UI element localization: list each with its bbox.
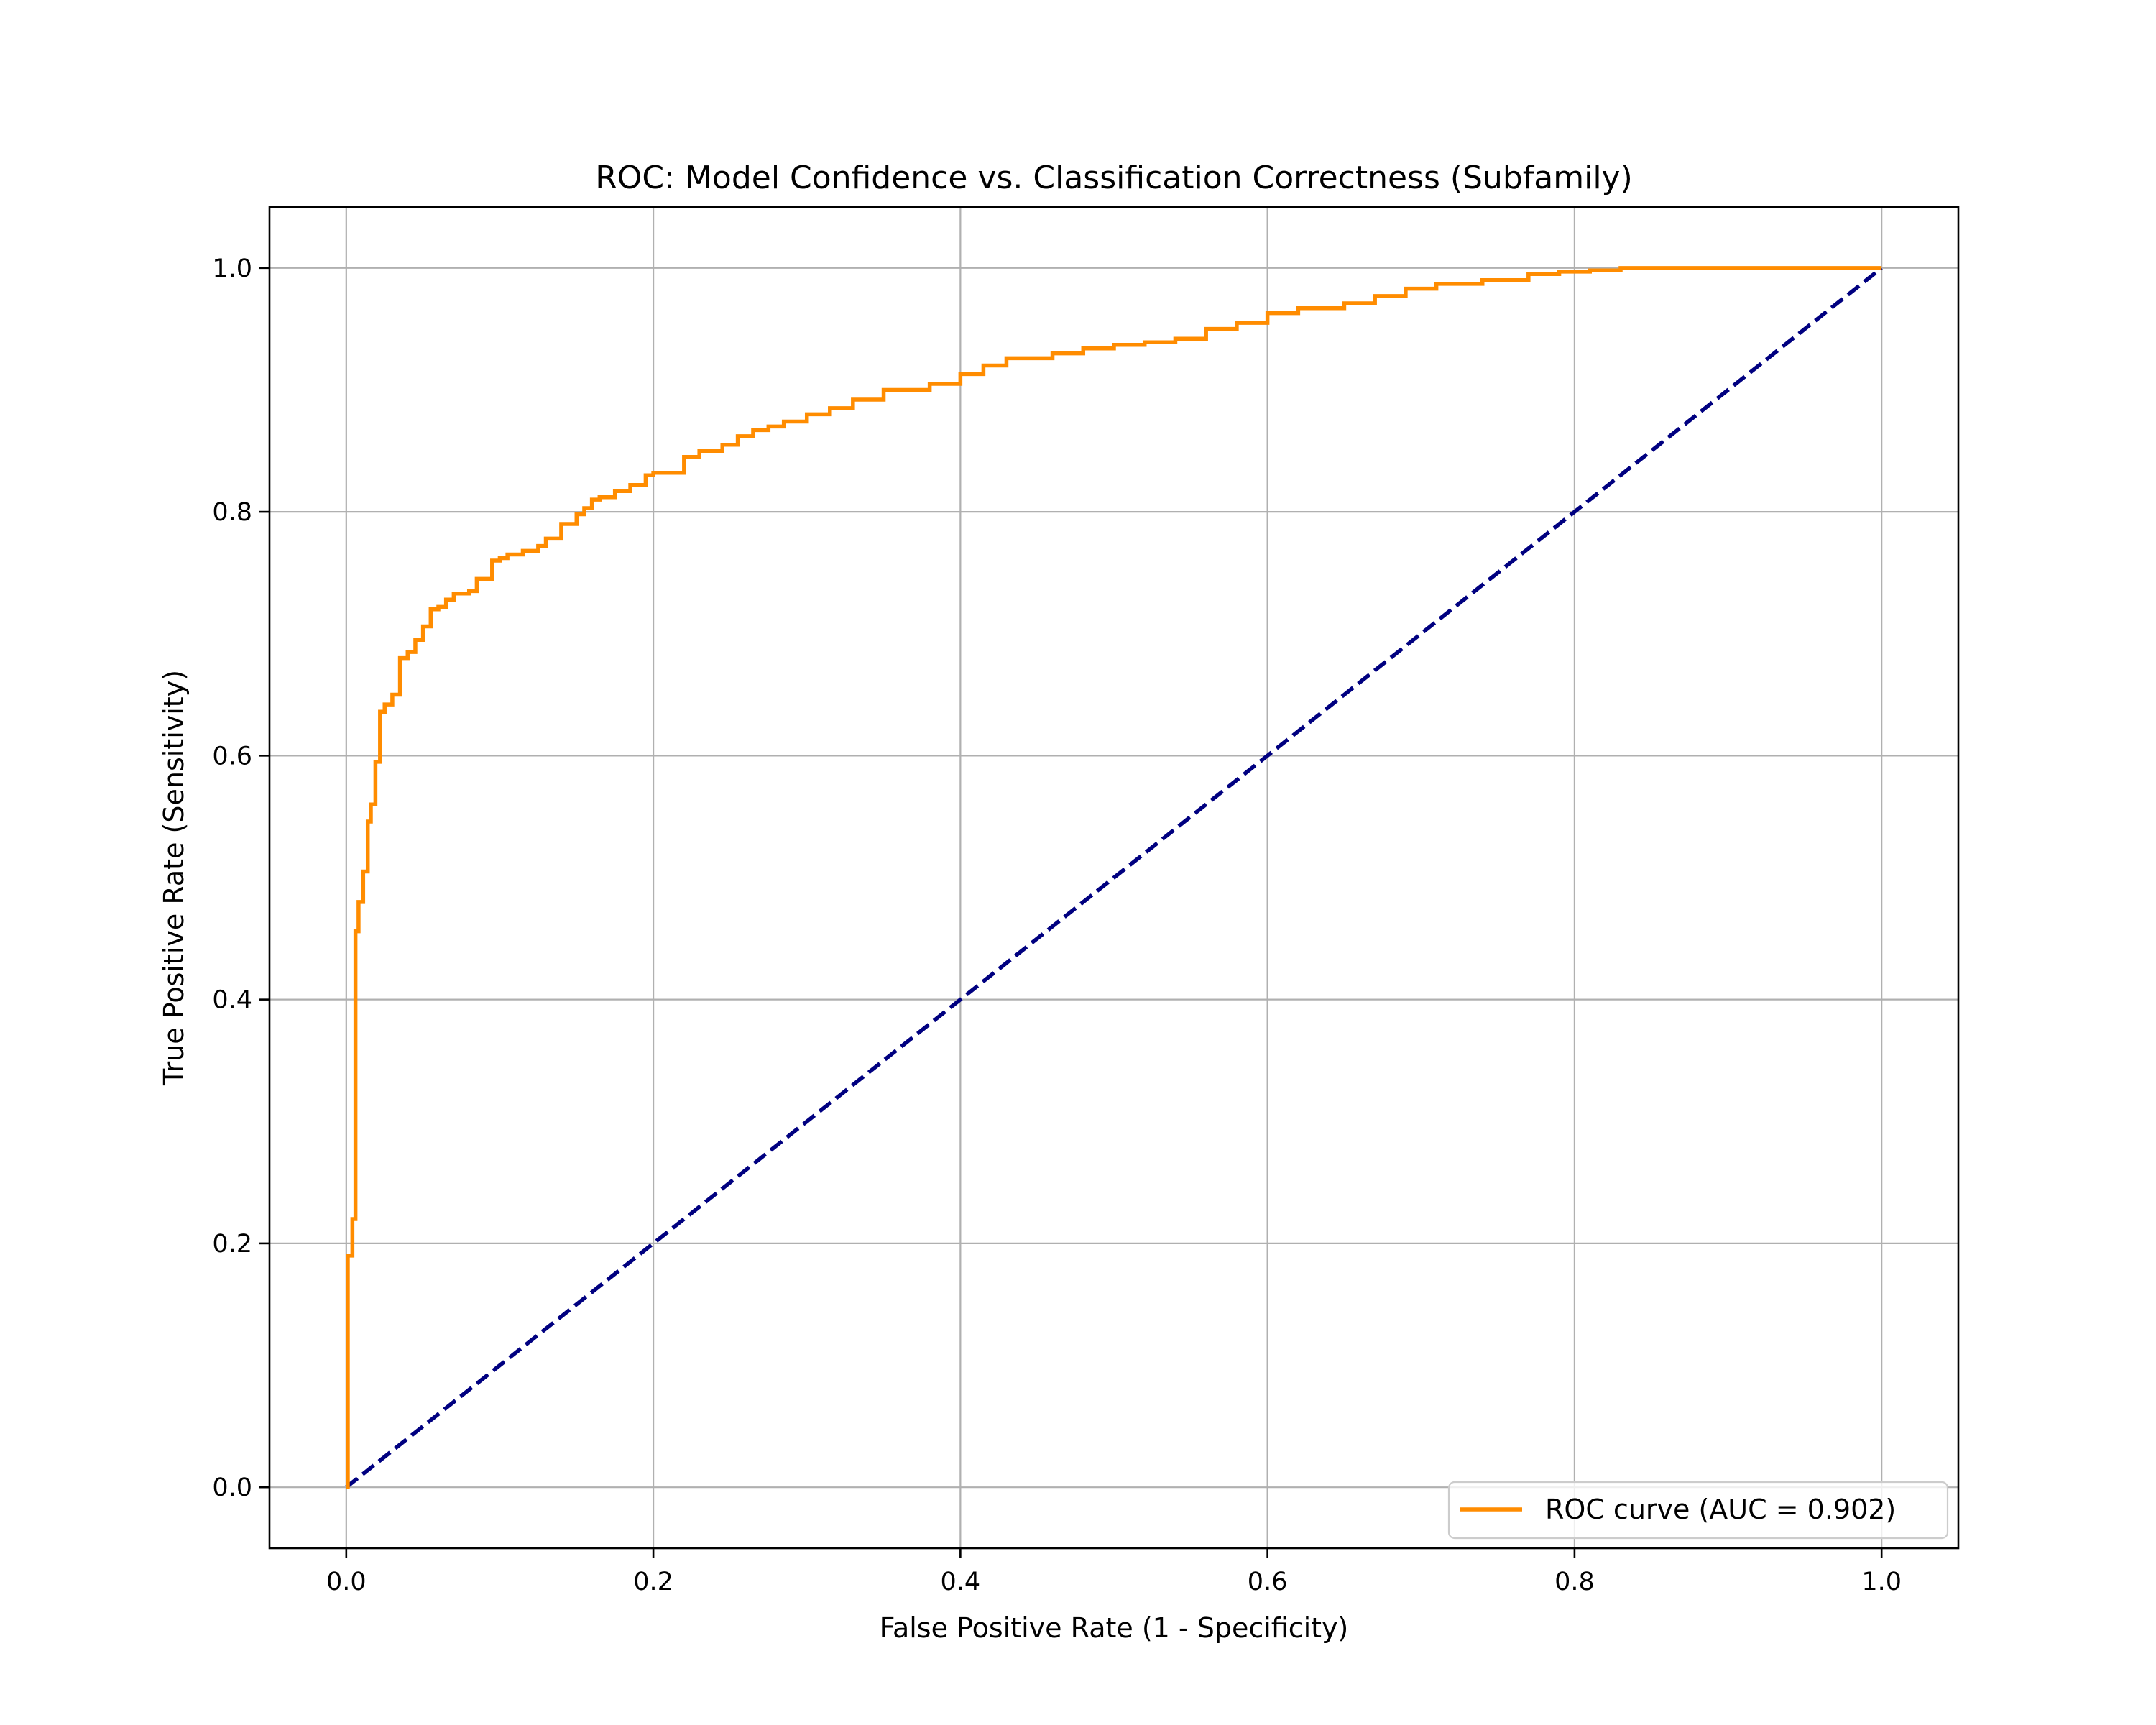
y-tick-label: 1.0 — [212, 254, 252, 283]
y-tick-label: 0.2 — [212, 1230, 252, 1259]
x-tick-label: 0.2 — [633, 1568, 673, 1596]
grid — [270, 207, 1958, 1548]
y-axis-ticks: 0.0 0.2 0.4 0.6 0.8 1.0 — [212, 254, 270, 1502]
legend-box — [1447, 1481, 1949, 1540]
x-tick-label: 1.0 — [1861, 1568, 1902, 1596]
plot-lines — [345, 266, 1883, 1489]
y-tick-label: 0.8 — [212, 498, 252, 527]
x-tick-label: 0.4 — [941, 1568, 981, 1596]
axes-frame — [268, 206, 1960, 1550]
y-tick-label: 0.0 — [212, 1473, 252, 1502]
x-axis-ticks: 0.0 0.2 0.4 0.6 0.8 1.0 — [326, 1548, 1902, 1596]
legend-label-roc: ROC curve (AUC = 0.902) — [1545, 1494, 1896, 1525]
x-tick-label: 0.6 — [1248, 1568, 1288, 1596]
y-axis-label: True Positive Rate (Sensitivity) — [158, 670, 190, 1086]
y-tick-label: 0.4 — [212, 986, 252, 1015]
x-axis-label: False Positive Rate (1 - Specificity) — [880, 1612, 1349, 1644]
roc-curve-line — [346, 266, 1882, 1489]
chart-title: ROC: Model Confidence vs. Classification… — [595, 160, 1633, 196]
legend: ROC curve (AUC = 0.902) — [1447, 1481, 1949, 1540]
chance-diagonal-line — [345, 266, 1883, 1489]
x-tick-label: 0.0 — [326, 1568, 367, 1596]
y-tick-label: 0.6 — [212, 742, 252, 770]
x-tick-label: 0.8 — [1554, 1568, 1595, 1596]
